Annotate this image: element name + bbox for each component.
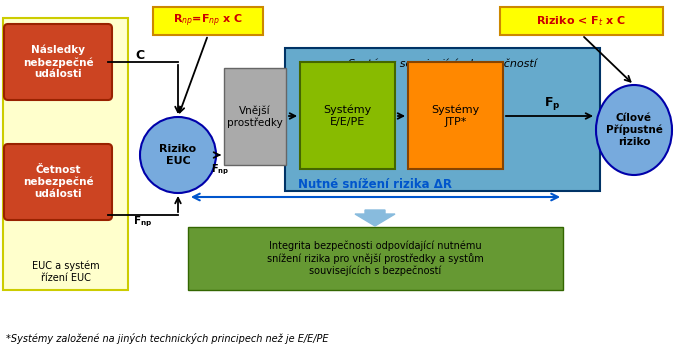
Text: Následky
nebezpečné
události: Následky nebezpečné události [23, 45, 93, 79]
Text: Vnější
prostředky: Vnější prostředky [227, 105, 283, 128]
Text: Nutné snížení rizika ΔR: Nutné snížení rizika ΔR [298, 178, 452, 191]
Text: Četnost
nebezpečné
události: Četnost nebezpečné události [23, 165, 93, 199]
Text: R$_{np}$=F$_{np}$ x C: R$_{np}$=F$_{np}$ x C [173, 13, 243, 29]
Text: Riziko < F$_t$ x C: Riziko < F$_t$ x C [537, 14, 627, 28]
Ellipse shape [596, 85, 672, 175]
Text: Systémy související s bezpečností: Systémy související s bezpečností [348, 59, 537, 69]
FancyBboxPatch shape [4, 24, 112, 100]
Text: C: C [135, 49, 144, 61]
Text: $\mathbf{F_{np}}$: $\mathbf{F_{np}}$ [133, 215, 152, 229]
Bar [408, 62, 503, 169]
Text: $\mathbf{F_p}$: $\mathbf{F_p}$ [544, 94, 560, 111]
Text: Riziko
EUC: Riziko EUC [160, 144, 197, 166]
Bar [500, 7, 663, 35]
Bar [3, 18, 128, 290]
FancyBboxPatch shape [4, 144, 112, 220]
Bar [285, 48, 600, 191]
Text: $\mathbf{F_{np}}$: $\mathbf{F_{np}}$ [211, 163, 229, 177]
Text: *Systémy založené na jiných technických principech než je E/E/PE: *Systémy založené na jiných technických … [6, 333, 328, 345]
Text: Systémy
JTP*: Systémy JTP* [431, 104, 480, 127]
Text: Integrita bezpečnosti odpovídající nutnému
snížení rizika pro vnější prostředky : Integrita bezpečnosti odpovídající nutné… [267, 241, 484, 276]
Bar [300, 62, 395, 169]
Bar [224, 68, 286, 165]
Text: EUC a systém
řízení EUC: EUC a systém řízení EUC [32, 261, 99, 283]
Bar [153, 7, 263, 35]
Ellipse shape [140, 117, 216, 193]
FancyArrow shape [355, 210, 395, 226]
Bar [188, 227, 563, 290]
Text: Systémy
E/E/PE: Systémy E/E/PE [324, 104, 371, 127]
Text: Cílové
Přípustné
riziko: Cílové Přípustné riziko [605, 113, 663, 147]
